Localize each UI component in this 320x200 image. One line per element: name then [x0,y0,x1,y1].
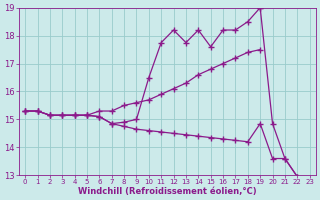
X-axis label: Windchill (Refroidissement éolien,°C): Windchill (Refroidissement éolien,°C) [78,187,257,196]
